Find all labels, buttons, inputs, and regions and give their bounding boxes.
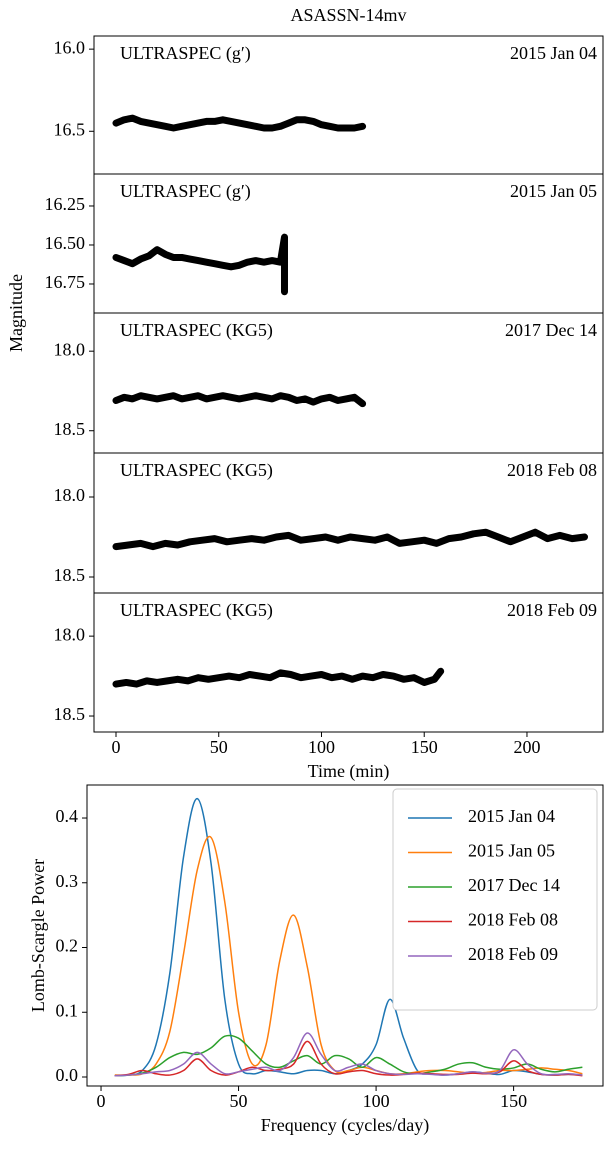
panel-label: ULTRASPEC (g′) (120, 181, 251, 202)
y-tick-label: 18.5 (54, 419, 86, 439)
y-tick-label: 16.25 (45, 194, 86, 214)
axes-frame (93, 592, 604, 733)
y-axis-label: Magnitude (6, 274, 26, 352)
light-curve (112, 233, 288, 296)
panel-label: ULTRASPEC (KG5) (120, 600, 273, 621)
y-tick-label: 18.0 (54, 624, 86, 644)
legend-label: 2018 Feb 09 (468, 944, 558, 964)
light-curve (112, 392, 367, 408)
x-tick-label: 100 (363, 1091, 390, 1111)
panel: 0.0 0.1 0.2 0.3 0.4 0 50 100 150 Frequency (cycle… (28, 784, 604, 1136)
chart-title: ASASSN-14mv (290, 5, 406, 25)
legend-label: 2015 Jan 04 (468, 806, 555, 826)
light-curve (112, 528, 589, 551)
panel-date: 2015 Jan 05 (510, 181, 597, 201)
y-tick-label: 0.2 (56, 936, 79, 956)
x-axis-label: Time (min) (308, 761, 390, 782)
x-tick-label: 50 (210, 737, 228, 757)
y-tick-label: 0.3 (56, 871, 79, 891)
panel-date: 2018 Feb 09 (507, 600, 597, 620)
x-axis-label: Frequency (cycles/day) (261, 1115, 429, 1136)
legend-box (392, 788, 598, 1011)
y-tick-label: 16.75 (45, 272, 86, 292)
panel: 18.0 18.5 ULTRASPEC (KG5) 2018 Feb 08 (54, 452, 604, 594)
x-tick-label: 150 (500, 1091, 527, 1111)
y-tick-label: 0.4 (56, 806, 79, 826)
y-tick-label: 16.0 (54, 37, 86, 57)
legend: 2015 Jan 04 2015 Jan 05 2017 Dec 14 2018 Fe… (392, 788, 598, 1011)
y-tick-label: 0.1 (56, 1000, 79, 1020)
y-tick-label: 16.50 (45, 233, 86, 253)
panel-label: ULTRASPEC (g′) (120, 43, 251, 64)
y-tick-label: 0.0 (56, 1065, 79, 1085)
y-tick-label: 18.5 (54, 704, 86, 724)
y-tick-label: 16.5 (54, 119, 86, 139)
panel-date: 2015 Jan 04 (510, 43, 597, 63)
panel-label: ULTRASPEC (KG5) (120, 460, 273, 481)
x-tick-label: 0 (97, 1091, 106, 1111)
panel-label: ULTRASPEC (KG5) (120, 320, 273, 341)
axes-frame (86, 784, 604, 1087)
x-tick-label: 100 (308, 737, 335, 757)
light-curve (112, 667, 445, 688)
legend-label: 2018 Feb 08 (468, 910, 558, 930)
y-tick-label: 18.0 (54, 339, 86, 359)
x-tick-label: 150 (411, 737, 438, 757)
panel: 16.0 16.5 ASASSN-14mv ULTRASPEC (g′) 2015 Ja… (54, 5, 604, 175)
y-tick-label: 18.5 (54, 565, 86, 585)
x-tick-label: 50 (230, 1091, 248, 1111)
power-curve (114, 1040, 583, 1077)
power-curve (114, 1032, 583, 1077)
panel: 18.0 18.5 Magnitude ULTRASPEC (KG5) 2017 Dec… (6, 274, 604, 454)
y-tick-label: 18.0 (54, 485, 86, 505)
x-tick-label: 200 (513, 737, 540, 757)
panel-date: 2018 Feb 08 (507, 460, 597, 480)
panel-date: 2017 Dec 14 (505, 320, 597, 340)
legend-label: 2017 Dec 14 (468, 875, 560, 895)
y-axis-label: Lomb-Scargle Power (28, 859, 48, 1012)
x-tick-label: 0 (111, 737, 120, 757)
legend-label: 2015 Jan 05 (468, 841, 555, 861)
light-curve (112, 114, 367, 132)
panel: 18.0 18.5 0 50 100 150 200 Time (min) ULTRASPEC … (54, 592, 604, 782)
panel: 16.25 16.50 16.75 ULTRASPEC (g′) 2015 Jan 05 (45, 173, 604, 314)
